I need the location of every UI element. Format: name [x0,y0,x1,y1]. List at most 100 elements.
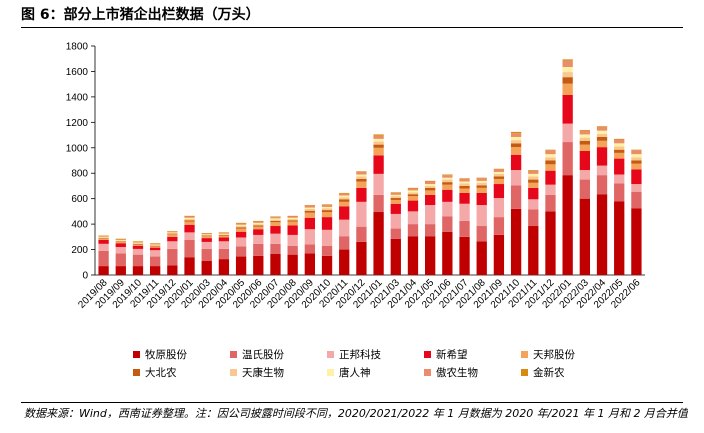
legend-swatch [521,351,528,358]
bar-segment [115,240,126,241]
bar-segment [373,147,384,156]
bar-segment [235,228,247,232]
bar-segment [150,245,161,247]
bar-segment [562,66,573,73]
bar-segment [631,160,642,164]
stacked-bar-chart: 0 200 400 600 800 1000 1200 1400 1600 1800 2019/0… [66,42,645,379]
y-tick-label: 1200 [66,118,89,129]
bar-segment [167,231,178,233]
bar-segment [407,211,419,225]
bar-segment [493,184,505,199]
bar-segment [510,140,522,144]
bar-segment [304,253,315,275]
bar-segment [596,194,608,275]
bar-segment [253,225,264,227]
bar-stack [562,59,573,275]
bar-segment [321,212,333,218]
bar-stack [115,238,126,275]
bar-segment [201,233,212,235]
bar-stack [235,222,247,275]
legend-swatch [327,351,334,358]
title-rule [21,27,683,28]
y-tick-label: 800 [71,169,88,180]
bar-segment [510,208,522,275]
bar-segment [235,256,247,275]
legend-label: 牧原股份 [145,348,187,361]
bar-segment [115,238,126,240]
bar-segment [631,184,642,192]
bar-segment [304,217,315,230]
bar-segment [304,205,315,208]
bar-segment [98,250,109,267]
bar-segment [235,226,247,228]
bar-segment [270,222,281,227]
bar-segment [235,222,247,224]
bar-segment [373,135,384,139]
bar-segment [132,241,144,243]
bar-stack [442,174,453,275]
bar-stack [132,241,144,275]
bar-segment [596,126,608,131]
bar-segment [562,77,573,84]
bar-segment [167,232,178,234]
bar-segment [562,123,573,143]
bar-stack [253,220,264,275]
bar-segment [287,245,298,255]
legend-item: 唐人神 [327,366,371,379]
legend-item: 新希望 [424,348,468,361]
bar-segment [459,178,470,179]
legend-label: 新希望 [436,348,468,361]
bar-segment [425,187,436,191]
bar-segment [631,150,642,155]
bar-segment [321,217,333,230]
bar-segment [545,164,556,171]
bar-segment [132,244,144,246]
legend-item: 傲农生物 [424,366,478,379]
bar-segment [356,178,367,182]
bar-segment [614,138,625,140]
bar-segment [115,266,126,275]
bar-segment [184,257,195,275]
bar-segment [631,157,642,161]
bar-segment [631,154,642,158]
y-tick-label: 1800 [66,42,89,53]
figure-title: 图 6：部分上市猪企出栏数据（万头） [21,7,260,23]
bar-segment [596,126,608,127]
bar-segment [321,210,333,213]
bar-segment [373,173,384,195]
bar-segment [356,181,367,188]
bar-segment [150,243,161,244]
legend-label: 温氏股份 [242,349,284,361]
bar-segment [528,179,539,183]
bar-stack [270,216,281,275]
bar-segment [545,184,556,195]
bar-segment [562,59,573,61]
bar-segment [614,152,625,159]
bar-stack [373,134,384,275]
bar-segment [425,194,436,206]
bar-stacks [98,59,642,275]
legend-label: 大北农 [145,366,177,379]
y-tick-label: 1400 [66,92,89,103]
bar-segment [356,176,367,179]
bar-segment [631,191,642,209]
bar-segment [218,237,230,242]
source-rule [21,402,683,403]
y-tick-label: 1000 [66,143,89,154]
bar-segment [459,178,470,182]
legend-swatch [230,351,237,358]
bar-segment [339,249,350,275]
bar-segment [528,182,539,188]
bar-segment [253,243,264,256]
bar-segment [253,226,264,230]
bar-segment [115,253,126,267]
bar-segment [614,146,625,150]
bar-segment [493,217,505,235]
bar-segment [425,224,436,237]
bar-segment [167,234,178,237]
bar-segment [442,189,453,202]
bar-segment [425,185,436,188]
bar-segment [476,182,487,186]
bar-segment [201,235,212,237]
